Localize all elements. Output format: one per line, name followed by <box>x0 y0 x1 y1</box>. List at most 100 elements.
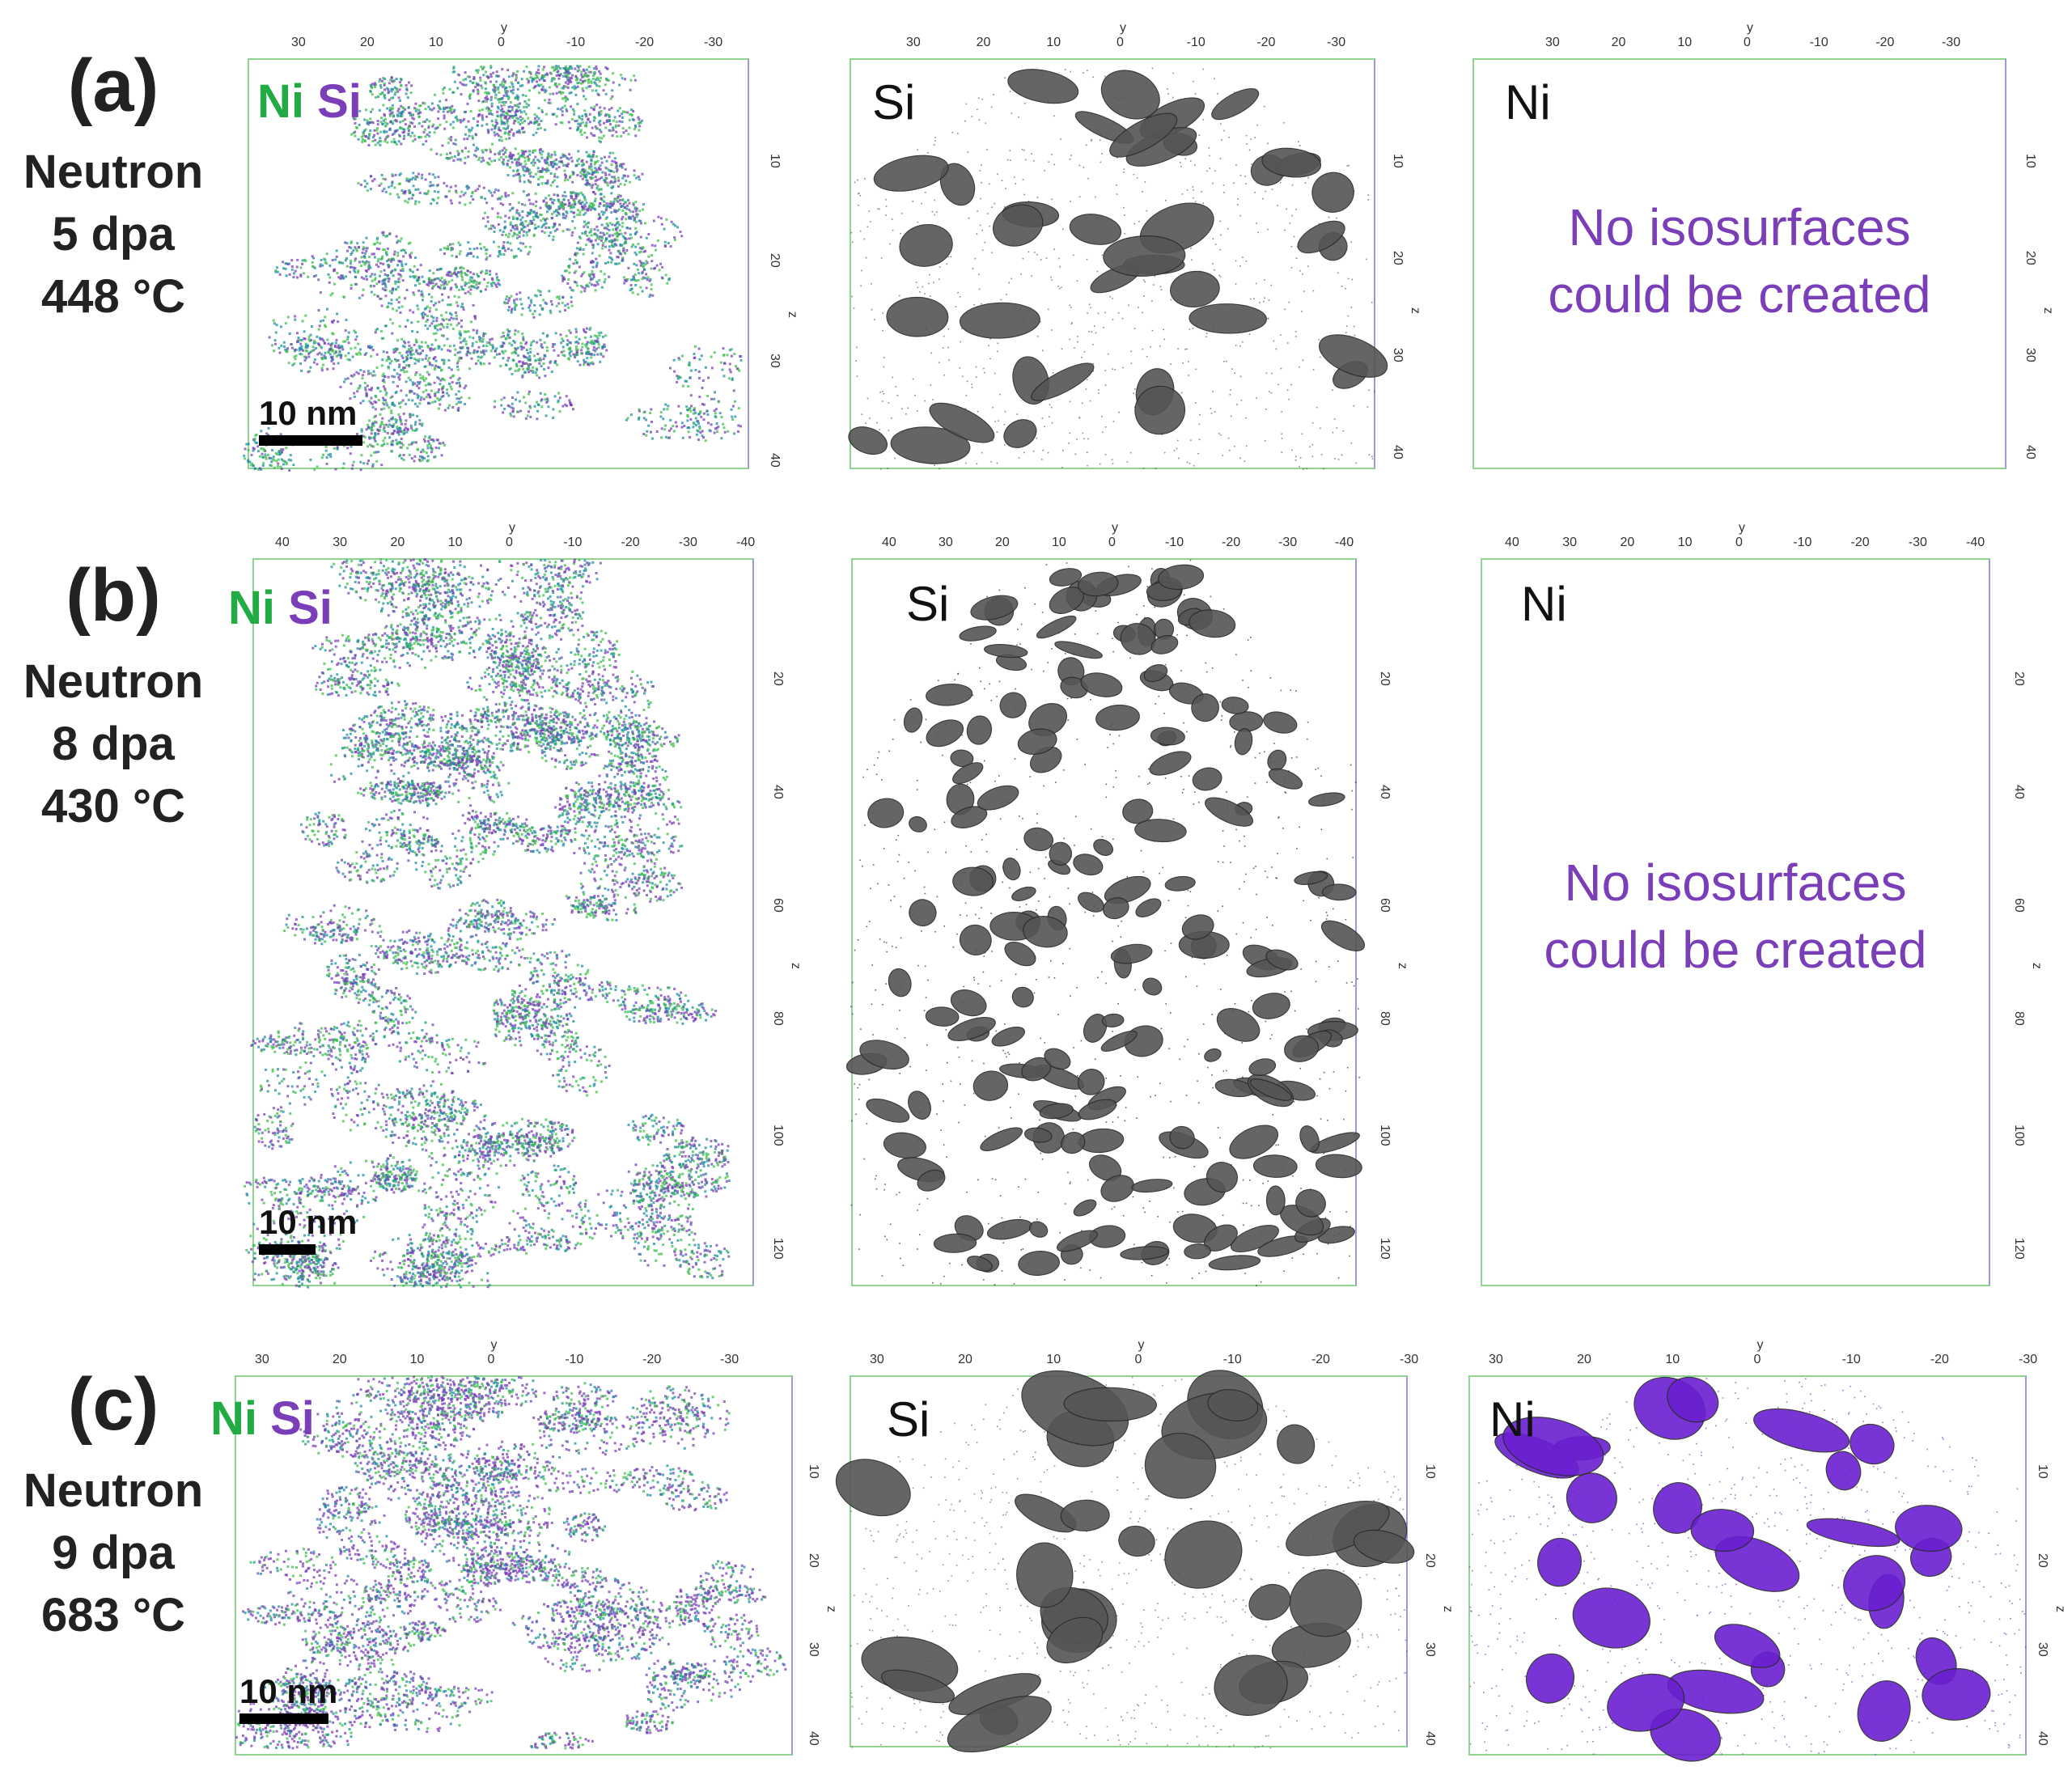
atom-cluster <box>326 954 380 988</box>
x-tick-label: -30 <box>704 36 722 50</box>
atom-cluster <box>462 1552 542 1582</box>
atom-cluster <box>422 1517 530 1540</box>
atom-cluster <box>333 1017 439 1048</box>
z-tick-label: 80 <box>1377 1011 1392 1026</box>
atom-cluster <box>309 442 383 472</box>
z-tick-label: 20 <box>1390 251 1405 265</box>
atom-cluster <box>672 1593 714 1623</box>
x-tick-label: 10 <box>1678 536 1693 550</box>
z-tick-label: 10 <box>806 1464 820 1479</box>
isosurface-blob <box>1164 875 1196 892</box>
atom-cluster <box>369 1687 472 1734</box>
isosurface-blob <box>952 866 994 896</box>
isosurface-blob <box>1095 704 1140 731</box>
x-tick-label: -10 <box>1223 1353 1242 1367</box>
isosurface-blob <box>947 1696 1052 1753</box>
isosurface-blob <box>991 1027 1025 1047</box>
isosurface-blob <box>1248 1583 1291 1620</box>
z-tick-label: 40 <box>767 453 782 468</box>
atom-cluster <box>561 260 611 294</box>
x-tick-label: -20 <box>1875 36 1894 50</box>
isosurface-blob <box>1234 728 1253 756</box>
isosurface-blob <box>950 989 987 1017</box>
condition-source: Neutron <box>0 1459 227 1522</box>
isosurface-blob <box>1169 1125 1195 1150</box>
atom-cluster <box>528 950 590 997</box>
atom-cluster <box>480 559 575 599</box>
atom-cluster <box>299 1415 372 1451</box>
isosurface-blob <box>1109 112 1178 158</box>
isosurface-blob <box>1080 672 1123 697</box>
atom-cluster <box>505 981 562 1028</box>
atom-cluster <box>601 984 688 1014</box>
z-axis-ticks: 10 20 30 40 z <box>2035 1343 2067 1772</box>
isosurface-blob <box>1295 1188 1326 1218</box>
x-axis-ticks: 40 30 20 10 0 -10 -20 -30 -40 y <box>1481 521 2006 552</box>
row-b-combined-panel: Ni Si 10 nm 40 30 20 10 0 -10 -20 -30 -40 y 20 40 6… <box>228 521 803 1294</box>
atom-cluster <box>458 336 549 367</box>
atom-cluster <box>439 240 532 261</box>
x-tick-label: -20 <box>1311 1353 1330 1367</box>
atom-cluster <box>265 1240 332 1271</box>
x-tick-label: 0 <box>506 536 513 550</box>
x-tick-label: 10 <box>448 536 463 550</box>
isosurface-blob <box>883 1132 926 1159</box>
atom-cluster <box>414 845 472 890</box>
atom-cluster <box>376 935 479 969</box>
atom-cluster <box>405 614 465 661</box>
z-tick-label: 20 <box>1377 671 1392 686</box>
atom-cluster <box>669 345 743 397</box>
bounding-box <box>248 58 749 469</box>
atom-cluster <box>672 1662 712 1684</box>
isosurface-blob <box>1011 886 1036 901</box>
atom-cluster <box>575 1188 672 1234</box>
isosurface-blob <box>1049 568 1083 587</box>
atom-cluster <box>451 810 501 863</box>
bounding-box <box>851 558 1357 1286</box>
isosurface-blob <box>1110 943 1153 964</box>
isosurface-blob <box>1104 875 1151 904</box>
atom-cluster <box>473 1453 549 1482</box>
atom-cluster <box>470 909 556 936</box>
atom-cluster <box>558 191 635 216</box>
atom-cluster <box>345 714 409 762</box>
z-axis-ticks: 20 40 60 80 100 120 z <box>770 526 803 1294</box>
atom-cluster <box>244 1176 320 1207</box>
isosurface-blob <box>1216 1008 1261 1042</box>
isosurface-blob <box>1268 768 1303 790</box>
atom-cluster <box>422 1205 478 1243</box>
isosurface-blob <box>1044 1048 1071 1070</box>
x-tick-label: -20 <box>621 536 640 550</box>
x-tick-label: 30 <box>291 36 306 50</box>
scale-bar-line <box>239 1713 328 1724</box>
atom-cluster <box>368 987 417 1033</box>
x-tick-label: 20 <box>1621 536 1635 550</box>
isosurface-blob <box>917 1169 946 1192</box>
x-tick-label: -10 <box>1165 536 1184 550</box>
atom-map-ni-si <box>235 1375 787 1750</box>
x-tick-label: 10 <box>429 36 443 50</box>
atom-cluster <box>478 1376 546 1407</box>
x-axis-ticks: 30 20 10 0 -10 -20 -30 y <box>1472 21 2006 52</box>
isosurface-blob <box>1895 1505 1963 1552</box>
z-tick-label: 120 <box>1377 1238 1392 1260</box>
atom-cluster <box>335 850 399 884</box>
atom-cluster <box>333 1671 430 1701</box>
scale-bar-label: 10 nm <box>259 396 362 430</box>
isosurface-blob <box>903 707 923 733</box>
atom-map-ni-si <box>244 558 731 1289</box>
scale-bar-label: 10 nm <box>239 1675 337 1709</box>
x-tick-label: 10 <box>1052 536 1066 550</box>
isosurface-blob <box>1073 1199 1097 1217</box>
atom-cluster <box>552 1382 617 1410</box>
isosurface-blob <box>1208 1255 1261 1271</box>
z-tick-label: 120 <box>770 1238 785 1260</box>
x-tick-label: 20 <box>1577 1353 1591 1367</box>
isosurface-blob <box>1060 1499 1110 1531</box>
message-line-2: could be created <box>1489 261 1990 328</box>
si-isosurface-map <box>845 559 1366 1286</box>
isosurface-blob <box>1297 220 1345 254</box>
atom-cluster <box>553 558 602 585</box>
atom-cluster <box>383 1080 477 1129</box>
z-tick-label: 10 <box>1422 1464 1437 1479</box>
